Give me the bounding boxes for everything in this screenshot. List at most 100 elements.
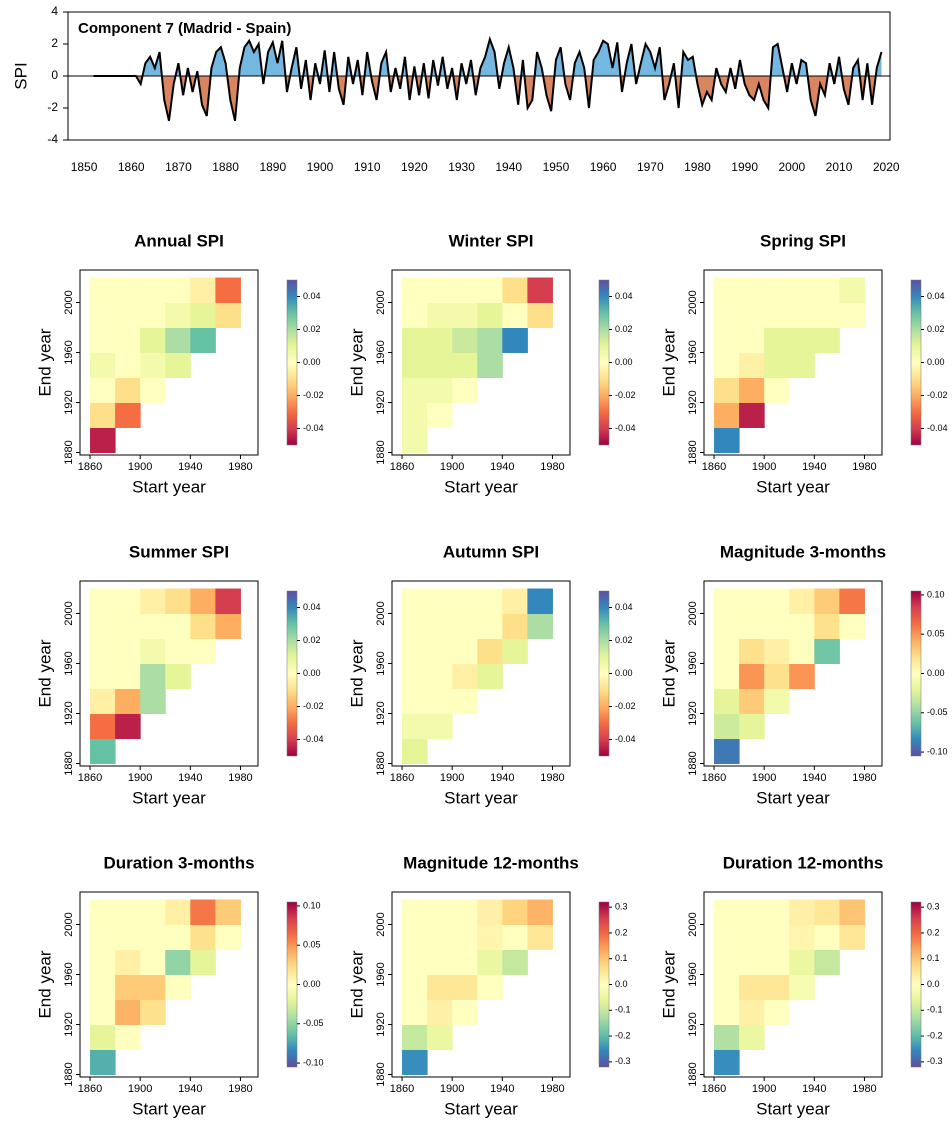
heat-cell: [427, 924, 453, 950]
heat-cell: [714, 327, 740, 353]
x-axis-label: Start year: [444, 477, 518, 496]
heat-cell: [477, 327, 503, 353]
y-tick-label: 1880: [63, 751, 75, 775]
heat-cell: [739, 663, 765, 689]
heat-cell: [90, 949, 116, 975]
x-tick-label: 1900: [128, 1083, 152, 1095]
heat-cell: [140, 974, 166, 1000]
heat-cell: [90, 738, 116, 764]
colorbar-tick-label: 0.02: [927, 324, 945, 334]
heat-cell: [789, 974, 815, 1000]
heat-cell: [477, 352, 503, 378]
y-tick-label: 2000: [687, 601, 699, 625]
heat-cell: [764, 377, 790, 403]
heat-cell: [527, 899, 553, 925]
heat-cell: [190, 899, 216, 925]
colorbar-tick-label: 0.00: [303, 668, 321, 678]
plot-frame: [703, 269, 883, 456]
heat-cell: [452, 302, 478, 328]
y-tick-label: 1920: [63, 701, 75, 725]
heat-cell: [165, 302, 191, 328]
heat-cell: [764, 899, 790, 925]
heat-cell: [502, 588, 528, 614]
heat-cell: [764, 352, 790, 378]
heat-cell: [764, 974, 790, 1000]
heat-cell: [190, 327, 216, 353]
x-axis-label: Start year: [132, 477, 206, 496]
colorbar-tick-label: -0.04: [615, 734, 636, 744]
heat-cell: [714, 613, 740, 639]
heat-cell: [427, 327, 453, 353]
heat-cell: [140, 899, 166, 925]
heat-cell: [527, 277, 553, 303]
plot-frame: [391, 580, 571, 767]
heat-cell: [115, 613, 141, 639]
heat-cell: [714, 663, 740, 689]
heat-cell: [502, 924, 528, 950]
heat-cell: [739, 638, 765, 664]
heat-cell: [502, 638, 528, 664]
colorbar: [910, 590, 922, 757]
heat-cell: [190, 613, 216, 639]
x-tick-label: 2020: [873, 160, 900, 174]
colorbar-tick-label: 0.1: [615, 953, 628, 963]
heat-cell: [90, 1049, 116, 1075]
heat-cell: [115, 277, 141, 303]
heat-cell: [115, 377, 141, 403]
panel-title: Duration 12-months: [723, 853, 884, 872]
heat-cell: [739, 949, 765, 975]
heat-cell: [789, 899, 815, 925]
heat-cell: [477, 638, 503, 664]
y-axis-label: End year: [659, 950, 678, 1018]
heat-cell: [215, 613, 241, 639]
x-tick-label: 1850: [71, 160, 98, 174]
heat-cell: [427, 999, 453, 1025]
heat-cell: [452, 352, 478, 378]
x-tick-label: 1980: [540, 772, 564, 784]
y-tick-label: 1880: [375, 751, 387, 775]
heat-cell: [764, 613, 790, 639]
x-tick-label: 1860: [78, 772, 102, 784]
x-tick-label: 1920: [401, 160, 428, 174]
chart-title: Component 7 (Madrid - Spain): [78, 20, 291, 37]
x-tick-label: 1980: [852, 1083, 876, 1095]
heat-cell: [115, 999, 141, 1025]
colorbar: [910, 279, 922, 446]
x-tick-label: 1930: [448, 160, 475, 174]
heat-cell: [739, 277, 765, 303]
x-axis-label: Start year: [444, 788, 518, 807]
heat-cell: [90, 688, 116, 714]
heat-cell: [527, 302, 553, 328]
heat-cell: [140, 613, 166, 639]
x-tick-label: 1860: [118, 160, 145, 174]
heat-cell: [90, 1024, 116, 1050]
y-tick-label: 1960: [63, 962, 75, 986]
heat-cell: [814, 588, 840, 614]
colorbar-tick-label: 0.04: [303, 291, 321, 301]
heat-cell: [714, 588, 740, 614]
heat-cell: [839, 277, 865, 303]
x-tick-label: 1940: [490, 461, 514, 473]
colorbar-tick-label: 0.04: [615, 602, 633, 612]
y-tick-label: 2: [51, 36, 58, 50]
heat-cell: [839, 899, 865, 925]
colorbar-tick-label: 0.2: [927, 927, 940, 937]
heat-cell: [814, 638, 840, 664]
heat-cell: [789, 663, 815, 689]
y-tick-label: 1920: [375, 701, 387, 725]
plot-frame: [79, 580, 259, 767]
heat-cell: [140, 688, 166, 714]
heat-cell: [427, 377, 453, 403]
heat-cell: [477, 302, 503, 328]
panel-title: Magnitude 3-months: [720, 542, 886, 561]
colorbar-tick-label: 0.04: [615, 291, 633, 301]
heat-cell: [427, 588, 453, 614]
heat-cell: [527, 924, 553, 950]
heat-cell: [814, 327, 840, 353]
heat-cell: [90, 638, 116, 664]
heat-cell: [452, 377, 478, 403]
heat-cell: [452, 924, 478, 950]
colorbar-tick-label: 0.10: [927, 589, 945, 599]
heat-cell: [115, 302, 141, 328]
heat-cell: [90, 427, 116, 453]
